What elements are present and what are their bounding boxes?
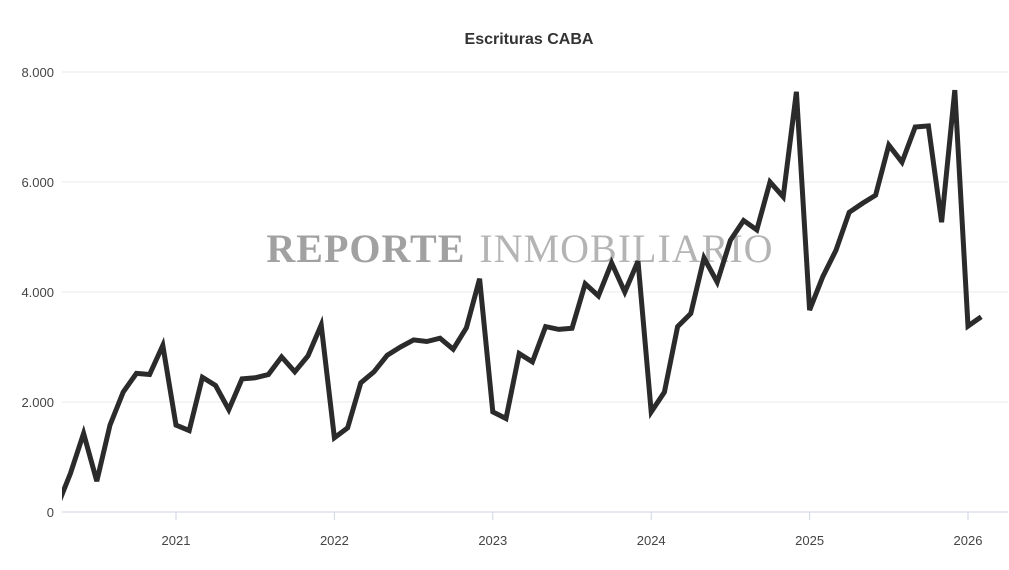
y-tick-label: 2.000 [21, 395, 54, 410]
gridlines [62, 71, 1008, 513]
x-tick-label: 2026 [954, 533, 983, 548]
x-tick-label: 2025 [795, 533, 824, 548]
y-tick-label: 8.000 [21, 65, 54, 80]
chart-title: Escrituras CABA [465, 31, 594, 48]
watermark: REPORTE INMOBILIARIO [266, 226, 773, 271]
x-tick-label: 2024 [637, 533, 666, 548]
y-tick-label: 4.000 [21, 285, 54, 300]
x-tick-label: 2022 [320, 533, 349, 548]
y-tick-label: 0 [47, 505, 54, 520]
x-axis: 2021 2022 2023 2024 2025 2026 [162, 512, 983, 548]
y-axis: 0 2.000 4.000 6.000 8.000 [21, 65, 54, 520]
x-tick-label: 2021 [162, 533, 191, 548]
series-line [62, 89, 983, 502]
series-group [62, 89, 983, 502]
y-tick-label: 6.000 [21, 175, 54, 190]
x-tick-label: 2023 [478, 533, 507, 548]
